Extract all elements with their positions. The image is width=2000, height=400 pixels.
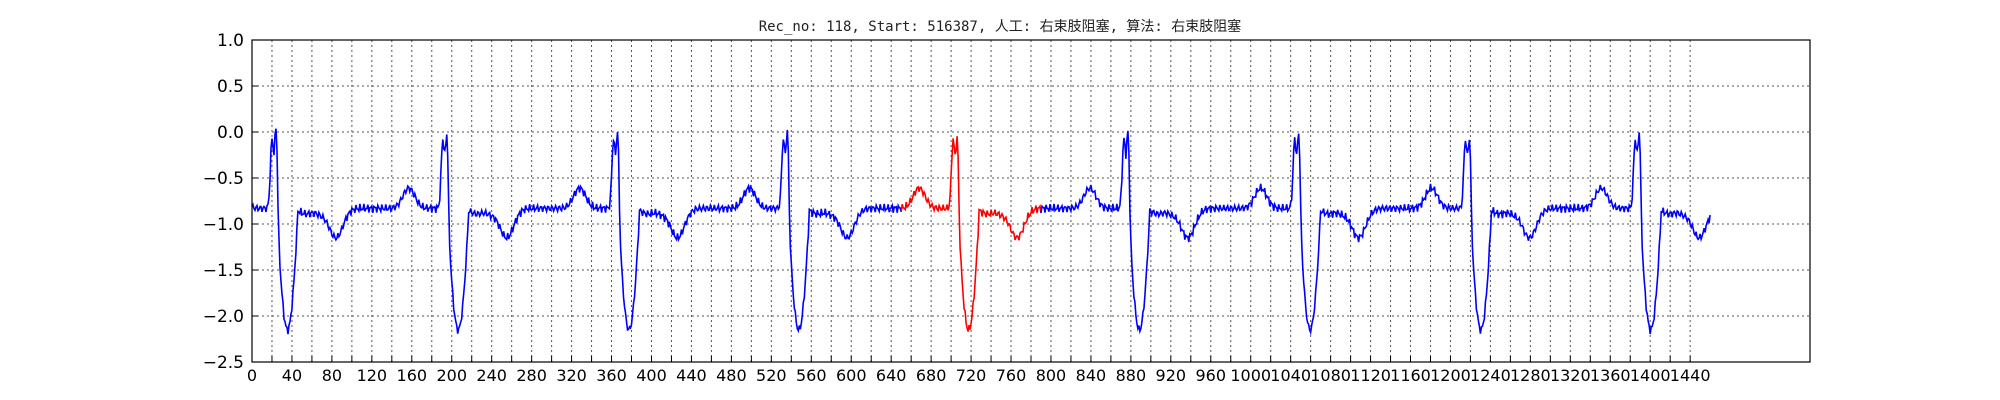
x-tick-label: 1360 — [1590, 366, 1631, 385]
x-tick-label: 240 — [476, 366, 507, 385]
x-tick-label: 320 — [556, 366, 587, 385]
y-tick-label: −1.0 — [203, 215, 244, 235]
y-tick-label: −0.5 — [203, 169, 244, 189]
x-tick-label: 880 — [1116, 366, 1147, 385]
x-tick-label: 960 — [1195, 366, 1226, 385]
ecg-series-line-2 — [1040, 130, 1711, 336]
x-tick-label: 1440 — [1670, 366, 1711, 385]
grid — [251, 40, 1810, 362]
y-tick-label: 0.0 — [217, 123, 244, 143]
chart-title: Rec_no: 118, Start: 516387, 人工: 右束肢阻塞, 算… — [759, 18, 1242, 35]
x-tick-label: 640 — [876, 366, 907, 385]
x-tick-label: 1120 — [1350, 366, 1391, 385]
x-tick-label: 680 — [916, 366, 947, 385]
x-tick-label: 480 — [716, 366, 747, 385]
x-tick-label: 40 — [282, 366, 302, 385]
y-tick-label: −1.5 — [203, 261, 244, 281]
x-tick-label: 1000 — [1230, 366, 1271, 385]
ecg-series-line-0 — [251, 128, 902, 335]
x-tick-label: 200 — [436, 366, 467, 385]
x-tick-label: 160 — [397, 366, 428, 385]
x-tick-label: 1200 — [1430, 366, 1471, 385]
x-tick-label: 400 — [636, 366, 667, 385]
x-tick-label: 360 — [596, 366, 627, 385]
x-tick-label: 1160 — [1390, 366, 1431, 385]
x-tick-label: 520 — [756, 366, 787, 385]
x-tick-label: 800 — [1036, 366, 1067, 385]
x-tick-label: 840 — [1076, 366, 1107, 385]
y-axis-ticks: 1.0 0.5 0.0 −0.5 −1.0 −1.5 −2.0 −2.5 — [203, 31, 258, 373]
x-tick-label: 1240 — [1470, 366, 1511, 385]
x-tick-label: 760 — [996, 366, 1027, 385]
series-group — [251, 128, 1711, 336]
x-tick-label: 280 — [516, 366, 547, 385]
y-tick-label: 0.5 — [217, 77, 244, 97]
x-tick-label: 1320 — [1550, 366, 1591, 385]
y-tick-label: 1.0 — [217, 31, 244, 51]
x-tick-label: 440 — [676, 366, 707, 385]
x-tick-label: 0 — [247, 366, 257, 385]
x-tick-label: 920 — [1156, 366, 1187, 385]
x-tick-label: 1040 — [1270, 366, 1311, 385]
x-axis-ticks: 0 40 80 120 160 200 240 280 320 360 400 440 480 520 56… — [247, 356, 1711, 385]
x-tick-label: 1080 — [1310, 366, 1351, 385]
x-tick-label: 80 — [322, 366, 342, 385]
x-tick-label: 120 — [357, 366, 388, 385]
y-tick-label: −2.5 — [203, 353, 244, 373]
x-tick-label: 1280 — [1510, 366, 1551, 385]
x-tick-label: 1400 — [1630, 366, 1671, 385]
ecg-series-line-1 — [900, 136, 1042, 332]
x-tick-label: 600 — [836, 366, 867, 385]
x-tick-label: 560 — [796, 366, 827, 385]
y-tick-label: −2.0 — [203, 307, 244, 327]
x-tick-label: 720 — [956, 366, 987, 385]
